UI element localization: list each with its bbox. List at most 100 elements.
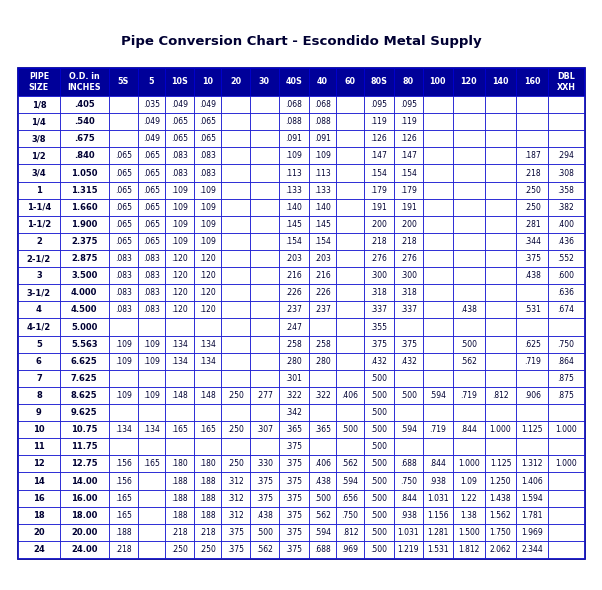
Bar	[137, 182, 165, 199]
Text: .600: .600	[557, 271, 574, 280]
Text: .688: .688	[400, 460, 417, 468]
Bar	[364, 233, 394, 250]
Bar	[517, 250, 548, 267]
Text: 2-1/2: 2-1/2	[26, 254, 51, 263]
Text: .432: .432	[400, 357, 417, 366]
Bar	[194, 182, 221, 199]
Text: .083: .083	[171, 169, 188, 178]
Text: .109: .109	[171, 220, 188, 229]
Bar	[109, 336, 137, 353]
Bar	[60, 507, 109, 524]
Bar	[309, 250, 337, 267]
Bar	[548, 490, 584, 507]
Text: .109: .109	[199, 203, 216, 212]
Text: .218: .218	[524, 169, 541, 178]
Text: .049: .049	[143, 135, 160, 143]
Bar	[109, 301, 137, 319]
Bar	[485, 267, 517, 284]
Bar	[337, 387, 364, 404]
Text: .120: .120	[199, 254, 216, 263]
Text: 80S: 80S	[370, 77, 387, 87]
Text: .191: .191	[370, 203, 387, 212]
Text: .226: .226	[314, 289, 331, 297]
Bar	[165, 524, 194, 541]
Text: 4.000: 4.000	[71, 289, 98, 297]
Bar	[60, 182, 109, 199]
Text: 1.315: 1.315	[71, 186, 98, 195]
Text: .179: .179	[400, 186, 417, 195]
Bar	[221, 182, 250, 199]
Text: 11.75: 11.75	[71, 442, 98, 451]
Bar	[423, 336, 453, 353]
Text: 1: 1	[36, 186, 42, 195]
Bar	[250, 370, 279, 387]
Text: .068: .068	[285, 100, 302, 109]
Text: .237: .237	[285, 306, 302, 314]
Text: .083: .083	[199, 169, 216, 178]
Bar	[485, 233, 517, 250]
Text: 1.594: 1.594	[521, 494, 543, 503]
Bar	[194, 199, 221, 216]
Bar	[485, 113, 517, 130]
Bar	[137, 490, 165, 507]
Text: .095: .095	[370, 100, 387, 109]
Bar	[250, 507, 279, 524]
Text: 20.00: 20.00	[71, 528, 98, 537]
Bar	[250, 421, 279, 438]
Bar	[18, 319, 60, 336]
Bar	[423, 473, 453, 490]
Bar	[548, 182, 584, 199]
Bar	[165, 421, 194, 438]
Text: 1.125: 1.125	[521, 425, 543, 434]
Bar	[309, 370, 337, 387]
Bar	[60, 301, 109, 319]
Text: .148: .148	[171, 391, 188, 400]
Bar	[221, 130, 250, 148]
Text: 1.281: 1.281	[427, 528, 448, 537]
Bar	[18, 216, 60, 233]
Text: .322: .322	[314, 391, 331, 400]
Bar	[337, 182, 364, 199]
Text: .109: .109	[115, 357, 132, 366]
Bar	[221, 473, 250, 490]
Text: .500: .500	[370, 528, 387, 537]
Bar	[364, 455, 394, 473]
Text: 5S: 5S	[117, 77, 129, 87]
Bar	[548, 199, 584, 216]
Bar	[109, 96, 137, 113]
Text: .375: .375	[524, 254, 541, 263]
Bar	[337, 284, 364, 301]
Text: 1.22: 1.22	[461, 494, 477, 503]
Bar	[517, 68, 548, 96]
Bar	[517, 233, 548, 250]
Bar	[423, 387, 453, 404]
Text: .109: .109	[143, 340, 160, 349]
Bar	[423, 216, 453, 233]
Bar	[453, 336, 485, 353]
Bar	[309, 421, 337, 438]
Bar	[109, 473, 137, 490]
Text: 9: 9	[36, 408, 42, 417]
Text: .750: .750	[400, 477, 417, 486]
Bar	[309, 68, 337, 96]
Text: .562: .562	[341, 460, 358, 468]
Bar	[548, 267, 584, 284]
Bar	[309, 182, 337, 199]
Bar	[337, 233, 364, 250]
Bar	[364, 541, 394, 558]
Text: .656: .656	[341, 494, 358, 503]
Bar	[18, 387, 60, 404]
Text: .318: .318	[370, 289, 387, 297]
Bar	[453, 96, 485, 113]
Bar	[485, 130, 517, 148]
Text: .307: .307	[256, 425, 273, 434]
Bar	[60, 250, 109, 267]
Text: .218: .218	[400, 237, 417, 246]
Text: .406: .406	[314, 460, 331, 468]
Text: .133: .133	[285, 186, 302, 195]
Bar	[60, 130, 109, 148]
Bar	[364, 438, 394, 455]
Text: .065: .065	[143, 220, 160, 229]
Text: 3/4: 3/4	[31, 169, 46, 178]
Bar	[18, 148, 60, 165]
